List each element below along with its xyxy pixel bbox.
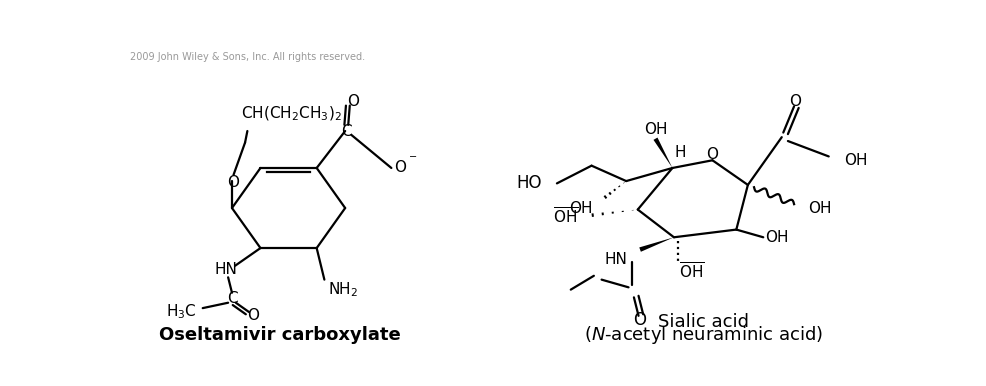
Text: Oseltamivir carboxylate: Oseltamivir carboxylate [159,326,400,344]
Polygon shape [639,237,674,252]
Text: HO: HO [516,174,541,192]
Text: $\overline{\mathrm{OH}}$: $\overline{\mathrm{OH}}$ [679,262,704,282]
Text: HN: HN [214,262,238,277]
Text: C: C [341,124,352,139]
Text: OH: OH [808,200,831,215]
Text: HN: HN [604,252,627,267]
Text: H: H [674,145,686,160]
Polygon shape [654,137,672,168]
Text: OH: OH [765,230,789,245]
Text: NH$_2$: NH$_2$ [328,280,359,299]
Text: C: C [227,291,238,306]
Text: O: O [394,161,406,176]
Text: $^-$: $^-$ [406,153,417,167]
Text: H$_3$C: H$_3$C [166,303,196,321]
Text: OH: OH [570,200,594,215]
Text: O: O [347,94,359,109]
Text: Sialic acid: Sialic acid [658,313,748,331]
Text: 2009 John Wiley & Sons, Inc. All rights reserved.: 2009 John Wiley & Sons, Inc. All rights … [129,52,365,63]
Text: O: O [246,308,258,323]
Text: O: O [790,94,802,109]
Text: $\overline{\mathrm{OH}}$: $\overline{\mathrm{OH}}$ [553,207,579,227]
Text: OH: OH [844,153,868,168]
Text: OH: OH [644,122,668,137]
Text: O: O [634,311,647,328]
Text: O: O [228,175,240,190]
Text: O: O [706,147,719,162]
Text: CH(CH$_2$CH$_3$)$_2$: CH(CH$_2$CH$_3$)$_2$ [241,105,342,123]
Text: ($\it{N}$-acetyl neuraminic acid): ($\it{N}$-acetyl neuraminic acid) [584,324,822,346]
